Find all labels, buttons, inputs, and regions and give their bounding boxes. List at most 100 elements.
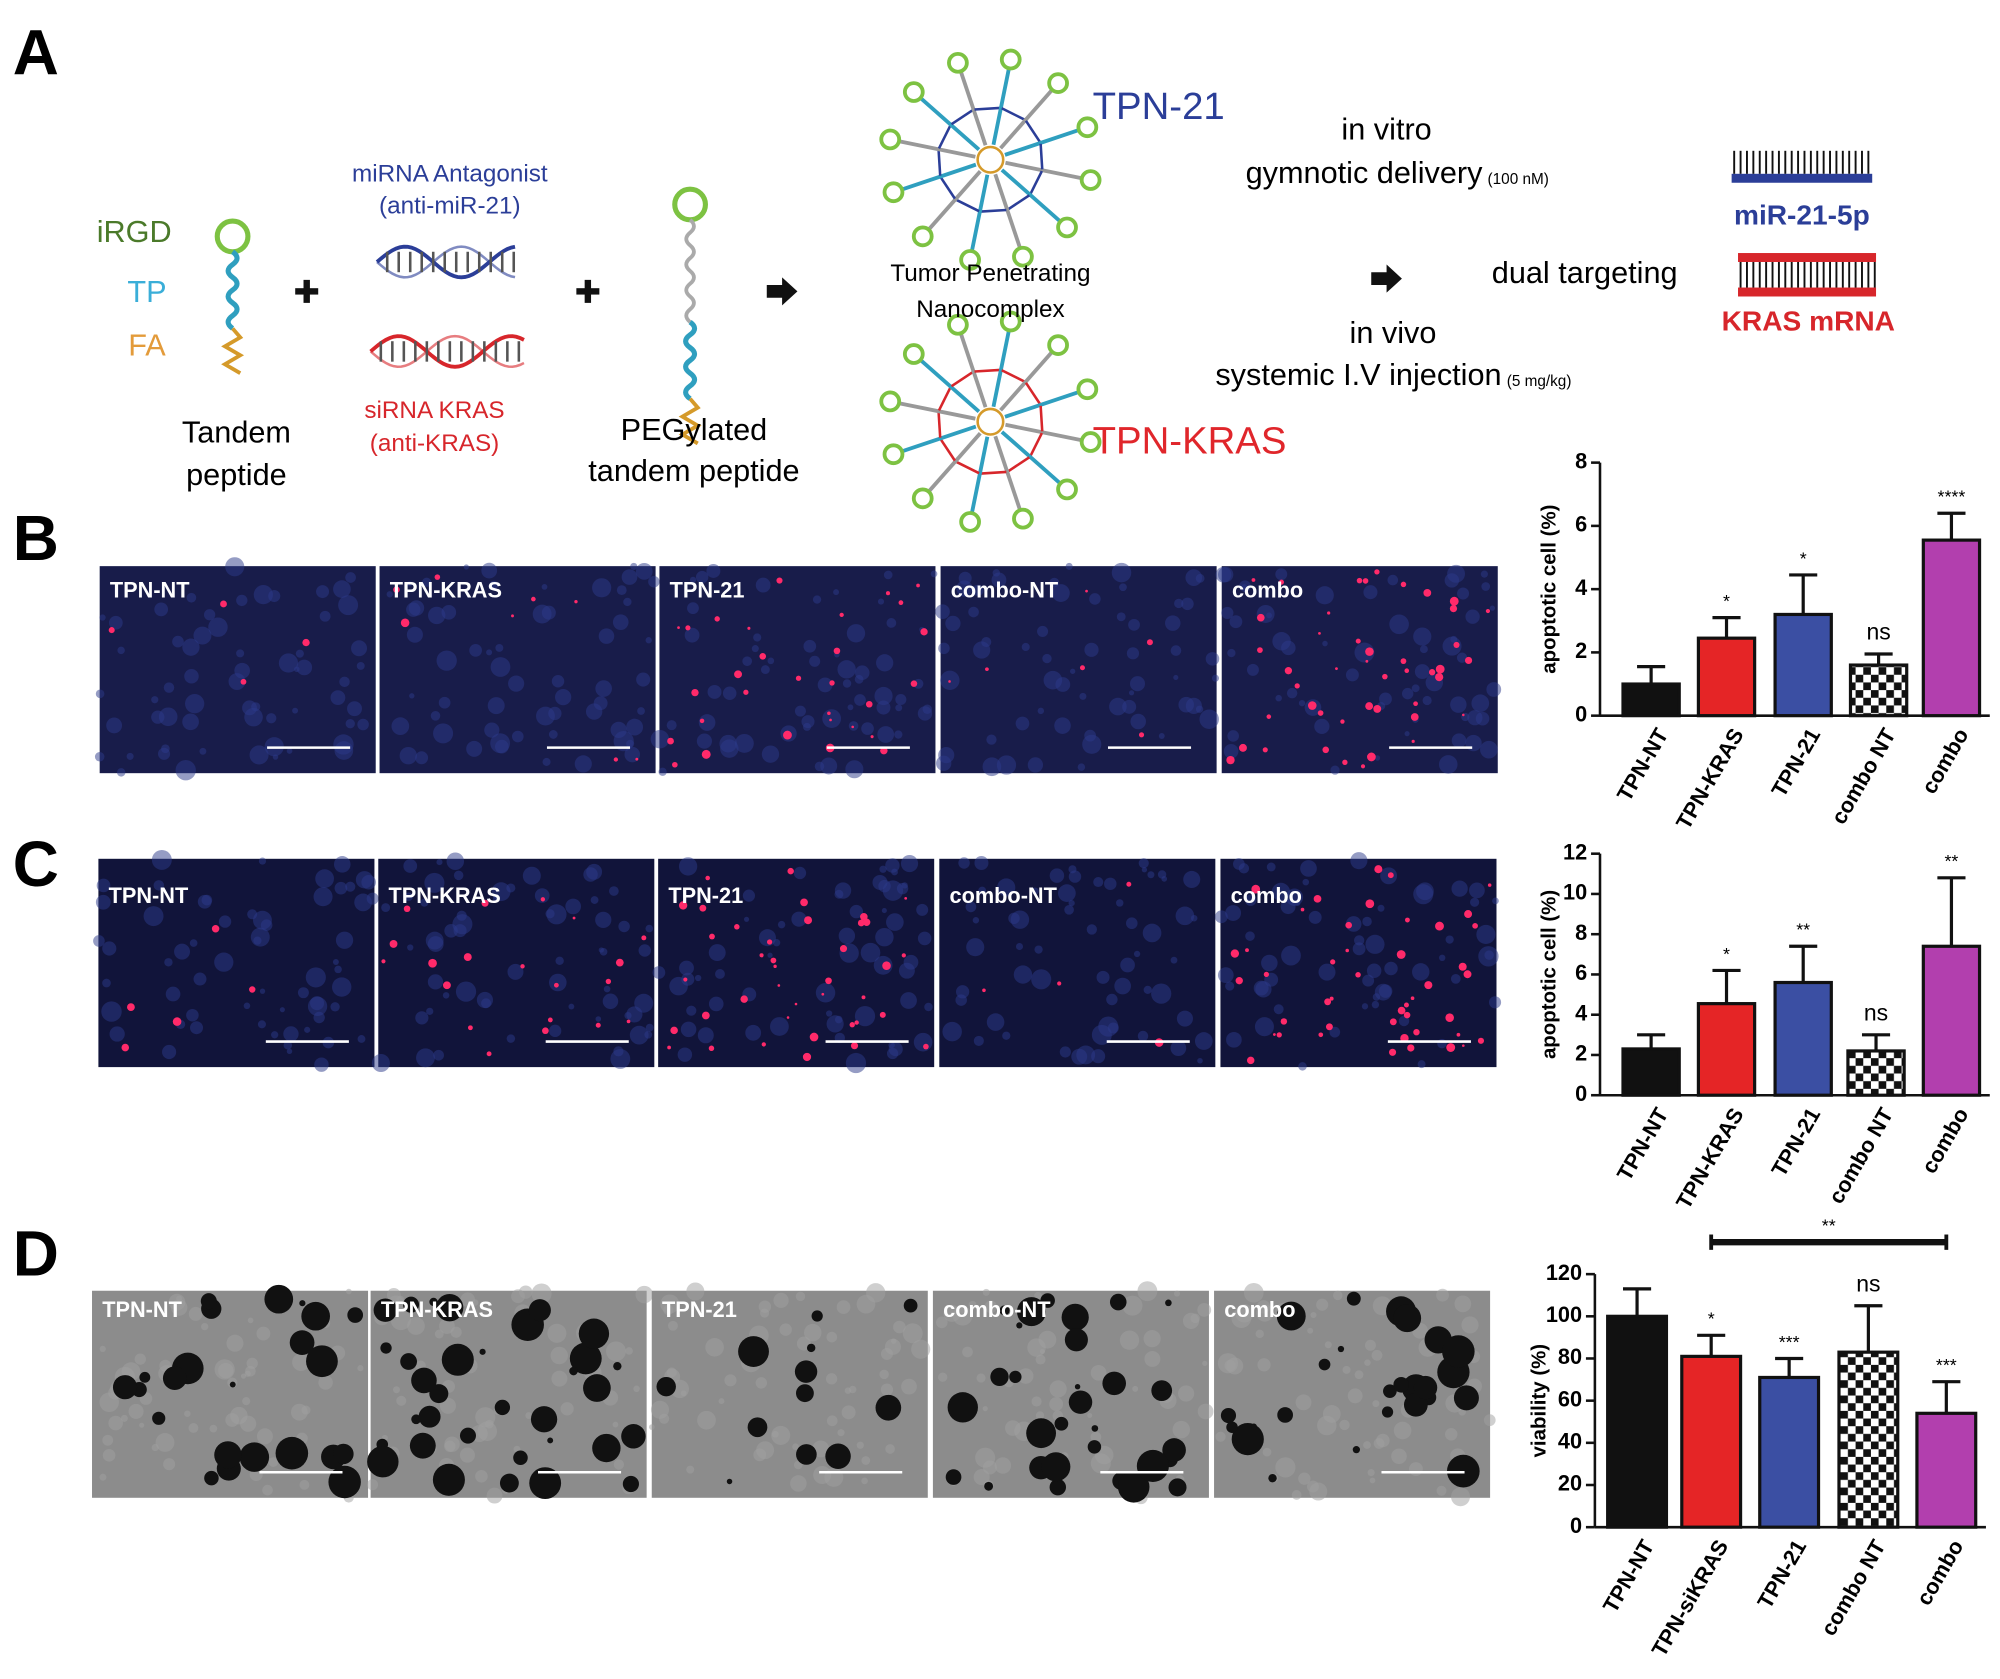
spheroid	[1383, 1384, 1397, 1398]
texture	[975, 1447, 996, 1468]
cell	[794, 1002, 798, 1006]
texture	[128, 1403, 144, 1419]
texture	[1170, 1040, 1187, 1057]
significance: *	[1708, 1309, 1715, 1329]
texture	[1042, 653, 1052, 664]
texture	[203, 609, 216, 621]
texture	[243, 1002, 251, 1010]
spheroid	[162, 1366, 187, 1391]
texture	[1161, 875, 1168, 882]
cell	[428, 958, 437, 968]
cell	[761, 1042, 766, 1047]
texture	[165, 986, 181, 1002]
texture	[163, 682, 175, 693]
cell	[1397, 1006, 1406, 1015]
texture	[95, 894, 111, 910]
texture	[126, 752, 134, 760]
cell	[825, 977, 832, 985]
texture	[96, 878, 111, 893]
texture	[972, 584, 984, 597]
cell	[121, 1043, 130, 1052]
texture	[1364, 1359, 1371, 1366]
texture	[1174, 598, 1184, 609]
spheroid	[1074, 1384, 1081, 1390]
texture	[1333, 1290, 1343, 1301]
spheroid	[613, 1361, 622, 1371]
cell	[211, 925, 220, 933]
label: gymnotic delivery	[1246, 156, 1483, 190]
cell	[1472, 922, 1478, 929]
texture	[218, 1362, 234, 1379]
texture	[1266, 862, 1276, 872]
texture	[751, 645, 759, 653]
texture	[645, 637, 652, 644]
micrograph-label: combo	[1232, 577, 1303, 602]
shape	[947, 313, 969, 336]
texture	[428, 606, 446, 625]
spheroid	[1117, 1471, 1150, 1503]
cell	[542, 1027, 549, 1035]
shape	[974, 368, 1001, 373]
texture	[164, 958, 173, 967]
texture	[424, 872, 445, 893]
texture	[366, 892, 379, 905]
shape	[999, 48, 1022, 71]
shape	[1000, 168, 1061, 223]
cell	[1276, 1032, 1282, 1038]
texture	[1465, 609, 1480, 624]
texture	[636, 672, 651, 687]
texture	[844, 1387, 852, 1394]
micrograph	[378, 858, 655, 1068]
texture	[226, 1334, 244, 1352]
texture	[381, 903, 391, 913]
cell	[904, 896, 908, 900]
texture	[1363, 1441, 1371, 1449]
texture	[610, 1049, 631, 1069]
spheroid	[306, 1345, 338, 1378]
texture	[1362, 974, 1375, 987]
cell	[1251, 884, 1261, 894]
texture	[803, 722, 811, 731]
texture	[332, 959, 339, 966]
texture	[1347, 1388, 1363, 1404]
spheroid	[1091, 1425, 1099, 1432]
texture	[1089, 593, 1101, 605]
y-tick-label: 2	[1575, 638, 1587, 663]
texture	[162, 1044, 177, 1060]
cell	[481, 899, 489, 907]
cell	[1335, 667, 1338, 671]
texture	[1111, 562, 1132, 583]
texture	[845, 1052, 867, 1074]
texture	[792, 1443, 799, 1451]
texture	[1422, 695, 1432, 706]
cell	[776, 577, 783, 584]
y-axis-label: apoptotic cell (%)	[1538, 890, 1561, 1059]
texture	[602, 993, 619, 1010]
texture	[820, 757, 838, 775]
texture	[586, 863, 603, 880]
panel-label: B	[13, 502, 59, 574]
texture	[893, 1320, 906, 1334]
cell	[1365, 647, 1374, 656]
shape	[899, 401, 976, 421]
texture	[151, 849, 172, 870]
micrograph-label: TPN-21	[662, 1297, 737, 1322]
shape	[991, 331, 1011, 408]
spheroid	[1403, 1392, 1428, 1417]
texture	[399, 746, 417, 765]
texture	[1322, 1405, 1341, 1423]
texture	[1363, 585, 1378, 600]
shape	[1039, 143, 1044, 170]
texture	[984, 1300, 998, 1314]
texture	[876, 654, 894, 672]
cell	[1373, 704, 1382, 713]
cell	[1487, 883, 1492, 887]
texture	[154, 602, 169, 617]
shape	[882, 443, 905, 466]
texture	[1128, 618, 1140, 631]
texture	[392, 1386, 400, 1394]
texture	[886, 618, 897, 628]
texture	[315, 869, 334, 888]
texture	[595, 1016, 602, 1022]
texture	[1116, 612, 1126, 622]
